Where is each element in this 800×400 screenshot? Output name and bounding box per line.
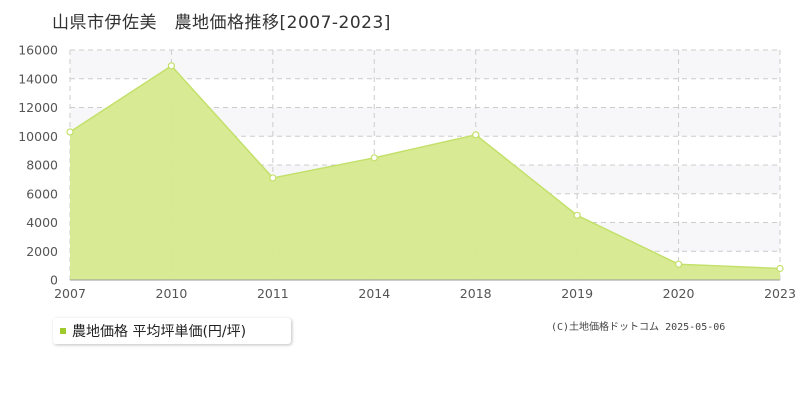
x-tick-label: 2007 (54, 286, 86, 301)
y-tick-label: 2000 (26, 244, 58, 259)
x-axis-ticks: 2007 2010 2011 2014 2018 2019 2020 2023 (54, 286, 796, 301)
legend: 農地価格 平均坪単価(円/坪) (53, 318, 291, 344)
series-line (69, 64, 781, 270)
series-area (70, 65, 780, 280)
y-axis-ticks: 0 2000 4000 6000 8000 10000 12000 14000 16000 (18, 43, 58, 288)
legend-label: 農地価格 平均坪単価(円/坪) (72, 324, 247, 340)
x-tick-label: 2010 (156, 286, 188, 301)
data-point (167, 62, 176, 70)
y-tick-label: 12000 (18, 100, 58, 115)
x-tick-label: 2019 (561, 286, 593, 301)
x-tick-label: 2020 (663, 286, 695, 301)
background-band (70, 50, 780, 79)
x-tick-label: 2018 (460, 286, 492, 301)
y-tick-label: 4000 (26, 215, 58, 230)
legend-swatch (60, 328, 66, 334)
y-tick-label: 0 (50, 273, 58, 288)
copyright-credit: (C)土地価格ドットコム 2025-05-06 (551, 322, 726, 333)
data-markers (66, 62, 784, 273)
y-tick-label: 16000 (18, 43, 58, 58)
data-point (776, 264, 784, 273)
x-tick-label: 2014 (358, 286, 390, 301)
chart-title: 山県市伊佐美 農地価格推移[2007-2023] (52, 13, 391, 33)
x-tick-label: 2011 (257, 286, 289, 301)
x-tick-label: 2023 (764, 286, 796, 301)
data-point (370, 154, 378, 162)
data-point (269, 174, 277, 182)
data-point (66, 128, 74, 136)
y-tick-label: 10000 (18, 129, 58, 144)
data-point (472, 131, 480, 139)
y-tick-label: 14000 (18, 71, 58, 86)
y-tick-label: 8000 (26, 158, 58, 173)
y-tick-label: 6000 (26, 186, 58, 201)
data-point (674, 260, 683, 268)
data-point (573, 211, 581, 219)
